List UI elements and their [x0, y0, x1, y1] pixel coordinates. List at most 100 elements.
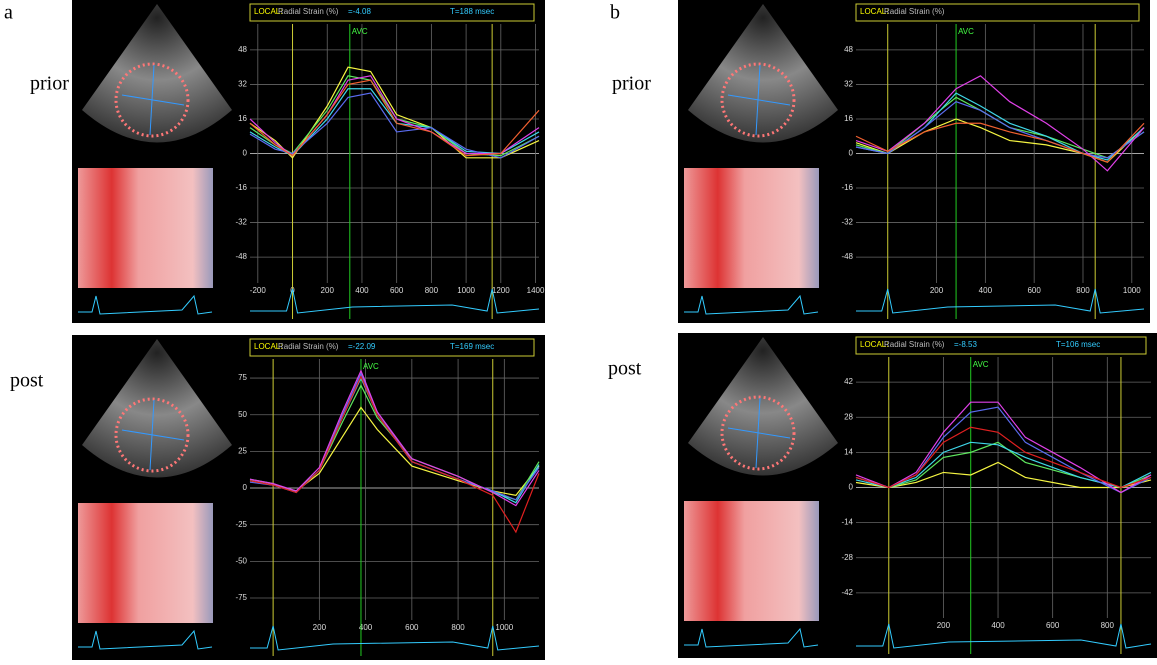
y-tick-label: -32: [235, 218, 247, 227]
y-tick-label: -14: [841, 518, 853, 527]
axis-cross: [755, 397, 761, 469]
row-label: prior: [30, 73, 69, 95]
x-tick-label: 1000: [457, 286, 475, 295]
strain-curve: [249, 375, 540, 534]
ultrasound-sector: [688, 337, 838, 476]
y-tick-label: 75: [238, 373, 247, 382]
strain-map: [78, 168, 213, 288]
y-tick-label: 0: [849, 483, 854, 492]
header-box: [855, 3, 1140, 22]
x-tick-label: 1000: [495, 623, 513, 632]
y-tick-label: 48: [844, 45, 853, 54]
avc-label: AVC: [973, 360, 989, 369]
y-tick-label: 0: [849, 149, 854, 158]
axis-cross: [149, 399, 155, 471]
ultrasound-sector: [688, 4, 838, 143]
header: LOCAL:: [860, 340, 888, 349]
row-label: prior: [612, 73, 651, 95]
y-tick-label: -16: [841, 183, 853, 192]
y-tick-label: 0: [243, 149, 248, 158]
header: LOCAL:: [860, 7, 888, 16]
row-label: post: [10, 370, 44, 392]
x-tick-label: 600: [1027, 286, 1041, 295]
y-tick-label: 48: [238, 45, 247, 54]
ecg: [250, 288, 540, 314]
y-tick-label: 28: [844, 412, 853, 421]
y-tick-label: 32: [238, 80, 247, 89]
y-tick-label: -16: [235, 183, 247, 192]
strain-curve: [855, 101, 1145, 159]
strain-curve: [855, 461, 1152, 489]
axis-cross: [727, 94, 791, 106]
time-readout: T=188 msec: [450, 7, 494, 16]
ecg: [856, 288, 1145, 314]
axis-cross: [121, 94, 185, 106]
avc-label: AVC: [352, 27, 368, 36]
x-tick-label: 800: [1076, 286, 1090, 295]
strain-map: [684, 168, 819, 288]
x-tick-label: -200: [250, 286, 267, 295]
ecg-small: [684, 294, 819, 315]
strain-curve: [855, 426, 1152, 489]
y-tick-label: 42: [844, 377, 853, 386]
x-tick-label: 1200: [492, 286, 510, 295]
axis-cross: [149, 64, 155, 136]
x-tick-label: 600: [390, 286, 404, 295]
y-tick-label: -28: [841, 553, 853, 562]
chart-title: Radial Strain (%): [278, 342, 339, 351]
y-tick-label: -75: [235, 593, 247, 602]
chart-title: Radial Strain (%): [884, 340, 945, 349]
chart-title: Radial Strain (%): [278, 7, 339, 16]
x-tick-label: 400: [979, 286, 993, 295]
time-readout: T=106 msec: [1056, 340, 1100, 349]
header: LOCAL:: [254, 7, 282, 16]
ecg: [856, 623, 1152, 649]
x-tick-label: 400: [991, 621, 1005, 630]
strain-curve: [855, 75, 1145, 172]
ecg-small: [684, 627, 819, 648]
strain-map: [684, 501, 819, 621]
y-tick-label: 32: [844, 80, 853, 89]
x-tick-label: 800: [1101, 621, 1115, 630]
y-tick-label: -48: [841, 252, 853, 261]
ecg-small: [78, 629, 213, 650]
panel-label: a: [4, 2, 13, 24]
strain-curve: [855, 122, 1145, 163]
tracking-ring: [720, 395, 796, 471]
x-tick-label: 200: [930, 286, 944, 295]
x-tick-label: 200: [937, 621, 951, 630]
x-tick-label: 600: [1046, 621, 1060, 630]
y-tick-label: -50: [235, 556, 247, 565]
strain-map: [78, 503, 213, 623]
axis-cross: [755, 64, 761, 136]
strain-curve: [249, 79, 540, 157]
avc-label: AVC: [958, 27, 974, 36]
y-tick-label: -42: [841, 588, 853, 597]
y-tick-label: 25: [238, 446, 247, 455]
tracking-ring: [114, 62, 190, 138]
panel-label: b: [610, 2, 620, 24]
strain-curve: [249, 75, 540, 157]
x-tick-label: 800: [451, 623, 465, 632]
x-tick-label: 1000: [1123, 286, 1141, 295]
y-tick-label: 14: [844, 447, 853, 456]
x-tick-label: 1400: [527, 286, 545, 295]
x-tick-label: 200: [313, 623, 327, 632]
header-box: [249, 3, 535, 22]
x-tick-label: 800: [425, 286, 439, 295]
x-tick-label: 600: [405, 623, 419, 632]
y-tick-label: 0: [243, 483, 248, 492]
y-tick-label: -25: [235, 520, 247, 529]
header-box: [249, 338, 535, 357]
tracking-ring: [114, 397, 190, 473]
header-box: [855, 336, 1147, 355]
x-tick-label: 400: [359, 623, 373, 632]
x-tick-label: 400: [355, 286, 369, 295]
ultrasound-sector: [82, 339, 232, 478]
y-tick-label: -48: [235, 252, 247, 261]
ecg-small: [78, 294, 213, 315]
x-tick-label: 200: [321, 286, 335, 295]
ultrasound-sector: [82, 4, 232, 143]
avc-label: AVC: [363, 362, 379, 371]
